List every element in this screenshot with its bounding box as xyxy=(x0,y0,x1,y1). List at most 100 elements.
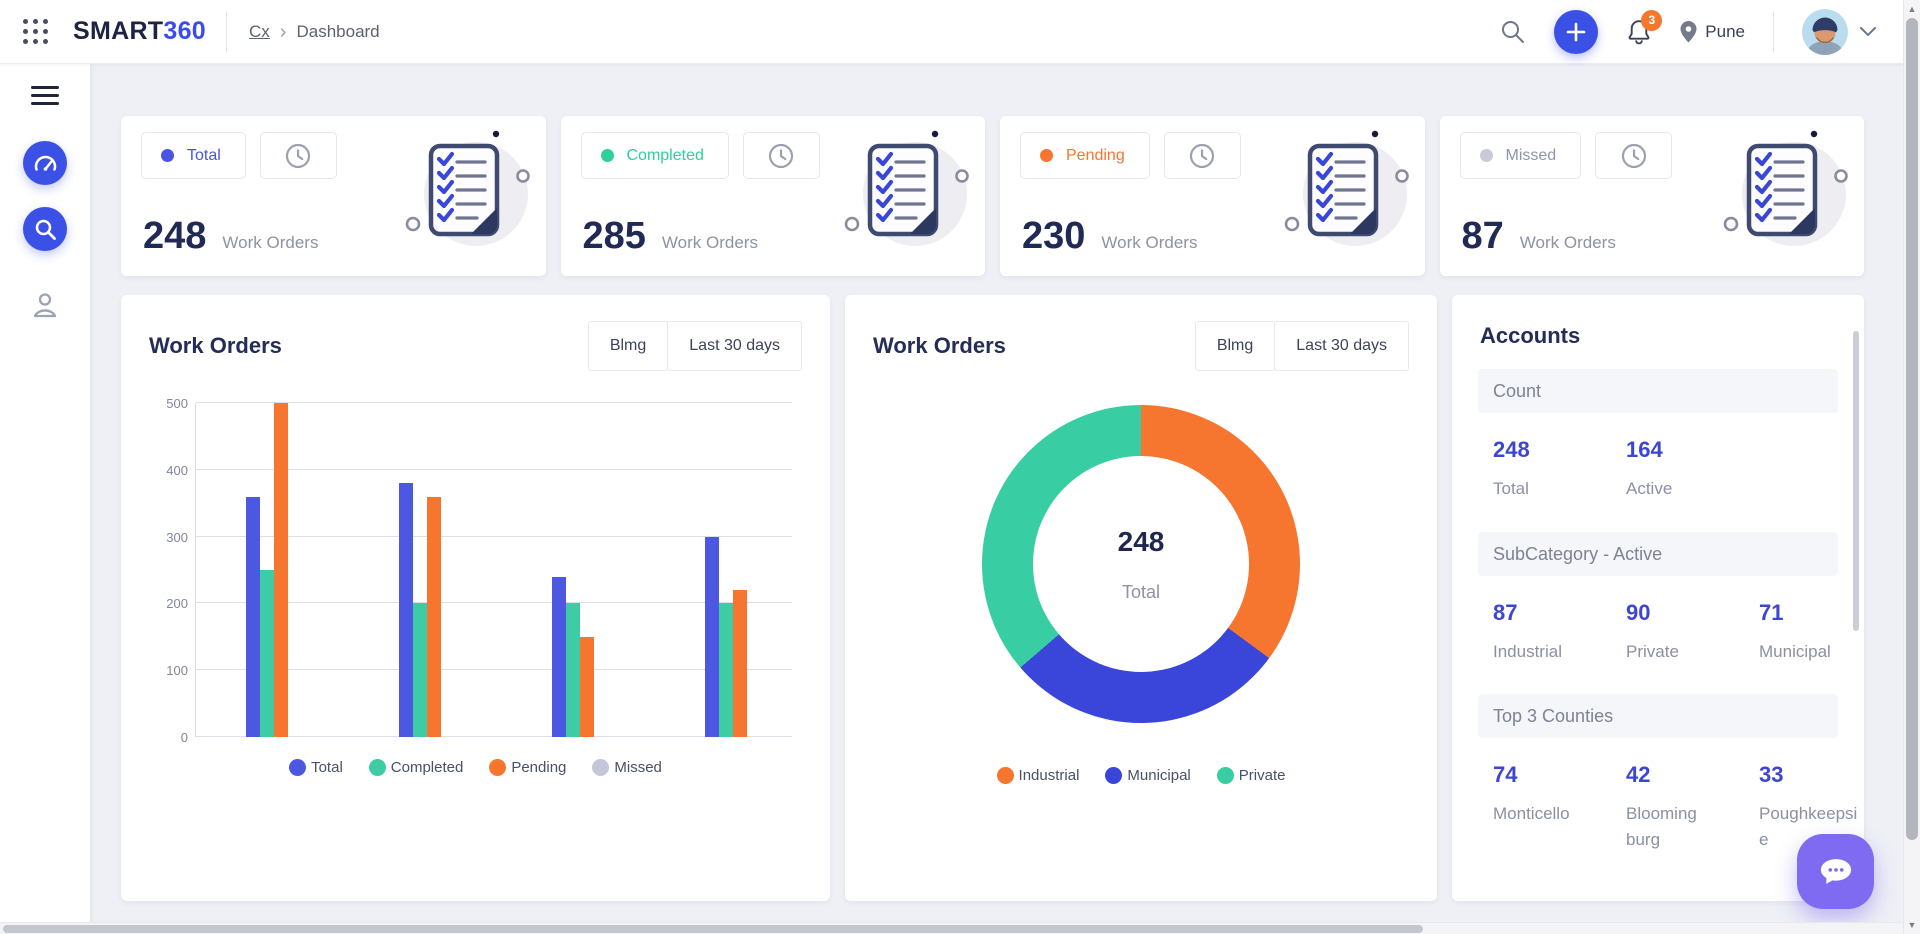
donut-chart-card: Work Orders Blmg Last 30 days 248 Total I… xyxy=(845,295,1437,901)
stat-category-label: Completed xyxy=(626,146,704,164)
checklist-illustration xyxy=(371,124,536,261)
gridline xyxy=(196,468,792,470)
accounts-section-header: Count xyxy=(1478,369,1838,413)
person-icon xyxy=(33,293,57,318)
checklist-illustration xyxy=(1250,124,1415,261)
filter-button-blmg[interactable]: Blmg xyxy=(587,321,669,371)
chat-button[interactable] xyxy=(1797,834,1874,909)
accounts-stat: 74 Monticello xyxy=(1493,762,1597,852)
stat-value-total: 248 xyxy=(143,215,207,257)
accounts-stat-label: Poughkeepsie xyxy=(1759,804,1858,849)
vertical-scrollbar[interactable]: ▲ ▼ xyxy=(1903,0,1920,934)
accounts-card: Accounts Count 248 Total 164 Active SubC… xyxy=(1452,295,1864,901)
legend-dot-icon xyxy=(368,759,386,776)
accounts-stat-label: Total xyxy=(1493,479,1529,498)
bar-chart-filters: Blmg Last 30 days xyxy=(587,321,802,371)
sidebar-item-user[interactable] xyxy=(29,289,61,324)
app-grid-icon[interactable] xyxy=(23,18,49,45)
legend-dot-icon xyxy=(289,759,307,776)
profile-menu[interactable] xyxy=(1802,8,1876,55)
accounts-stat-value: 71 xyxy=(1759,599,1784,625)
accounts-stat-value: 248 xyxy=(1493,437,1530,462)
stat-category-button-total[interactable]: Total xyxy=(141,132,246,179)
time-filter-button-total[interactable] xyxy=(259,132,337,179)
legend-item-private: Private xyxy=(1216,767,1285,784)
accounts-stat-label: Municipal xyxy=(1759,641,1831,661)
breadcrumb-separator: › xyxy=(279,20,287,43)
search-icon xyxy=(1502,21,1525,43)
legend-dot-icon xyxy=(1105,767,1123,784)
scroll-down-arrow[interactable]: ▼ xyxy=(1907,920,1917,930)
bar-group xyxy=(552,576,608,737)
menu-toggle-button[interactable] xyxy=(31,86,59,105)
location-selector[interactable]: Pune xyxy=(1680,20,1745,43)
sidebar-item-dashboard[interactable] xyxy=(23,141,67,185)
stat-category-button-completed[interactable]: Completed xyxy=(580,132,729,179)
legend-label: Municipal xyxy=(1127,767,1191,784)
accounts-scrollbar[interactable] xyxy=(1853,331,1859,631)
breadcrumb-root-link[interactable]: Cx xyxy=(249,21,270,41)
accounts-stat: 87 Industrial xyxy=(1493,600,1597,665)
stat-value-completed: 285 xyxy=(582,215,646,257)
accounts-stat: 71 Municipal xyxy=(1759,600,1863,665)
app-logo[interactable]: SMART360 xyxy=(73,17,206,46)
y-axis-tick-label: 100 xyxy=(166,663,188,679)
legend-item-pending: Pending xyxy=(489,759,566,776)
legend-item-missed: Missed xyxy=(592,759,662,776)
horizontal-scrollbar[interactable] xyxy=(0,922,1903,934)
search-button[interactable] xyxy=(1499,18,1526,45)
magnifier-icon xyxy=(35,219,56,240)
status-dot-icon xyxy=(1479,149,1493,162)
gridline xyxy=(196,402,792,403)
stat-category-button-pending[interactable]: Pending xyxy=(1020,132,1150,179)
gridline xyxy=(196,736,792,737)
time-filter-button-pending[interactable] xyxy=(1163,132,1241,179)
time-filter-button-missed[interactable] xyxy=(1595,132,1673,179)
vertical-scrollbar-thumb[interactable] xyxy=(1906,18,1918,840)
stat-card-total: Total 248 Work Orders xyxy=(121,116,546,276)
sidebar xyxy=(0,64,90,934)
scroll-up-arrow[interactable]: ▲ xyxy=(1907,4,1917,14)
stat-value-missed: 87 xyxy=(1461,215,1504,257)
accounts-stat-value: 164 xyxy=(1626,437,1663,462)
stat-unit-label: Work Orders xyxy=(1101,233,1198,252)
add-button[interactable] xyxy=(1554,9,1599,54)
bar-chart-legend: Total Completed Pending Missed xyxy=(149,759,802,776)
stat-category-label: Missed xyxy=(1505,146,1557,164)
notifications-button[interactable]: 3 xyxy=(1626,9,1663,46)
stat-category-button-missed[interactable]: Missed xyxy=(1459,132,1582,179)
sidebar-item-search[interactable] xyxy=(23,207,67,251)
header-divider xyxy=(1773,11,1774,52)
filter-button-blmg[interactable]: Blmg xyxy=(1194,321,1276,371)
time-filter-button-completed[interactable] xyxy=(742,132,820,179)
donut-chart: 248 Total xyxy=(982,405,1300,723)
stat-category-label: Total xyxy=(187,146,221,164)
legend-label: Industrial xyxy=(1018,767,1080,784)
bar-group xyxy=(705,536,761,737)
bar-pending xyxy=(733,590,747,737)
accounts-section: Top 3 Counties 74 Monticello 42 Blooming… xyxy=(1478,694,1857,852)
map-pin-icon xyxy=(1680,20,1697,42)
legend-dot-icon xyxy=(1216,767,1234,784)
accounts-stat-label: Industrial xyxy=(1493,641,1562,661)
accounts-stat: 90 Private xyxy=(1626,600,1730,665)
legend-dot-icon xyxy=(592,759,610,776)
horizontal-scrollbar-thumb[interactable] xyxy=(3,925,1423,933)
filter-button-last-30-days[interactable]: Last 30 days xyxy=(667,321,802,371)
logo-text-accent: 360 xyxy=(163,17,207,45)
clock-icon xyxy=(286,143,311,168)
accounts-stat: 248 Total xyxy=(1493,437,1597,502)
accounts-stat: 164 Active xyxy=(1626,437,1730,502)
filter-button-last-30-days[interactable]: Last 30 days xyxy=(1274,321,1409,371)
donut-chart-title: Work Orders xyxy=(873,333,1006,358)
bar-total xyxy=(399,483,413,737)
checklist-illustration xyxy=(810,124,975,261)
stat-card-missed: Missed 87 Work Orders xyxy=(1439,116,1864,276)
bar-completed xyxy=(719,603,733,737)
legend-item-total: Total xyxy=(289,759,343,776)
stat-value-pending: 230 xyxy=(1022,215,1086,257)
accounts-section-header: SubCategory - Active xyxy=(1478,531,1838,576)
logo-text-primary: SMART xyxy=(73,17,164,45)
donut-center: 248 Total xyxy=(1033,456,1249,672)
y-axis-tick-label: 200 xyxy=(166,596,188,612)
